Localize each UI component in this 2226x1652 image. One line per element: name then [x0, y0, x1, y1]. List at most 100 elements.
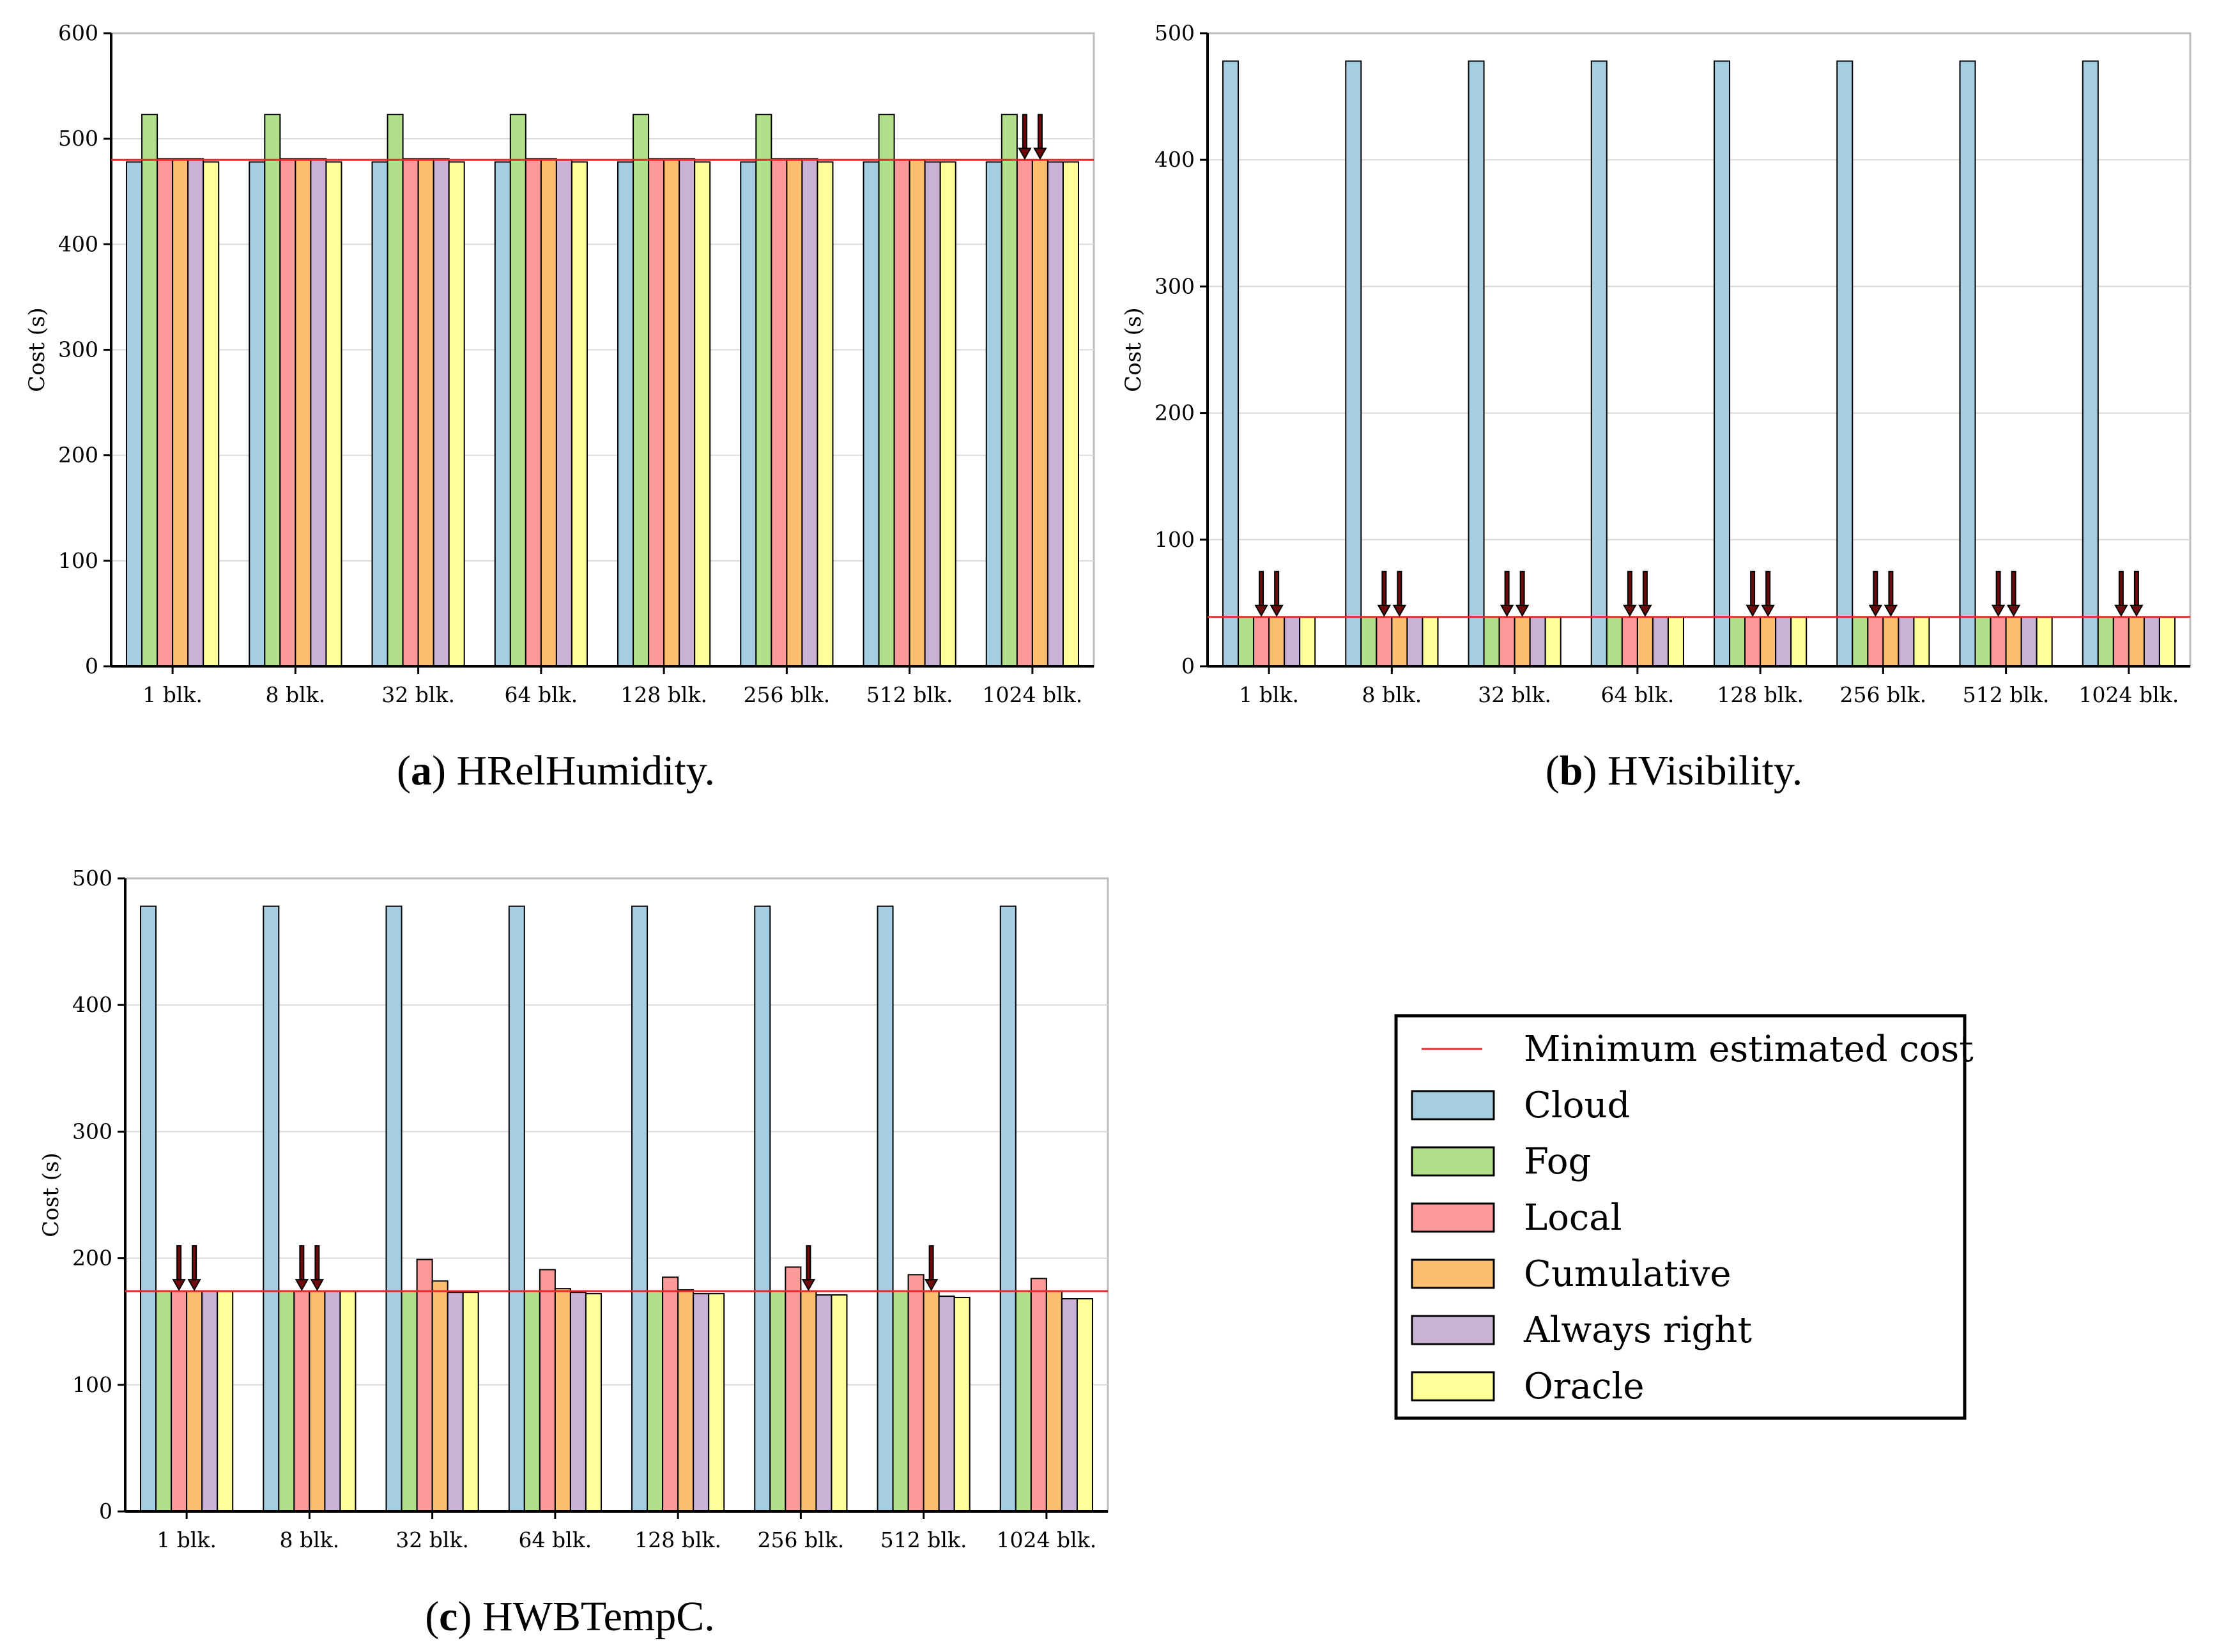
bar-always-right — [1652, 616, 1669, 668]
bar-fog — [892, 1290, 909, 1512]
bar-oracle — [939, 161, 956, 667]
bar-fog — [769, 1290, 787, 1512]
bar-oracle — [1422, 616, 1439, 668]
y-tick-label: 0 — [1181, 654, 1195, 678]
x-tick-label: 64 blk. — [1601, 682, 1675, 707]
bar-cumulative — [1391, 616, 1408, 668]
bar-local — [1376, 616, 1393, 668]
x-tick-label: 128 blk. — [1717, 682, 1804, 707]
caption: (a) HRelHumidity. — [397, 747, 715, 794]
bar-always-right — [679, 158, 696, 667]
bar-fog — [141, 114, 158, 667]
bar-cloud — [140, 905, 157, 1512]
arrow-head — [1623, 604, 1637, 617]
plot-frame — [1206, 32, 2191, 668]
legend-swatch — [1411, 1315, 1495, 1345]
bar-cloud — [999, 905, 1017, 1512]
arrow-head — [801, 1279, 816, 1292]
bar-local — [785, 1266, 802, 1512]
bar-fog — [1001, 114, 1018, 667]
bar-oracle — [708, 1293, 725, 1512]
y-axis-title: Cost (s) — [38, 1152, 64, 1237]
x-tick-label: 512 blk. — [880, 1527, 967, 1552]
x-tick-label: 64 blk. — [519, 1527, 592, 1552]
bar-oracle — [339, 1290, 357, 1512]
bar-cloud — [2082, 60, 2099, 667]
bar-cloud — [385, 905, 403, 1512]
bar-always-right — [2143, 616, 2160, 668]
bar-cumulative — [554, 1288, 571, 1512]
bar-fog — [878, 114, 895, 667]
bar-local — [157, 158, 174, 667]
arrow-head — [1377, 604, 1392, 617]
arrow-head — [1868, 604, 1883, 617]
bar-local — [2112, 616, 2130, 668]
bar-always-right — [1061, 1298, 1078, 1513]
bar-oracle — [448, 161, 465, 667]
legend-label: Always right — [1523, 1310, 1752, 1351]
bar-always-right — [1529, 616, 1546, 668]
chart-c: 0 100 200 300 400 500 Cost (s) 1 blk. 8 blk. 32 b… — [38, 866, 1109, 1640]
x-tick-label: 8 blk. — [266, 682, 326, 707]
x-tick-label: 1 blk. — [157, 1527, 217, 1552]
bar-cloud — [1959, 60, 1976, 667]
bar-cloud — [1468, 60, 1485, 667]
legend-swatch — [1411, 1258, 1495, 1289]
bar-cumulative — [1045, 1290, 1063, 1512]
arrow-head — [1638, 604, 1652, 617]
bar-fog — [633, 114, 650, 667]
bar-cloud — [985, 161, 1002, 667]
bar-cloud — [371, 161, 388, 667]
bar-always-right — [569, 1292, 587, 1512]
legend-label: Cloud — [1524, 1085, 1630, 1126]
bar-fog — [509, 114, 526, 667]
y-tick-label: 600 — [58, 20, 98, 45]
arrow-head — [295, 1279, 309, 1292]
bar-oracle — [2036, 616, 2053, 668]
bar-cumulative — [786, 158, 803, 667]
arrow-head — [1254, 604, 1268, 617]
bar-cloud — [1345, 60, 1362, 667]
bar-oracle — [203, 161, 220, 667]
x-tick-label: 1024 blk. — [983, 682, 1083, 707]
bar-local — [1744, 616, 1762, 668]
y-tick-label: 300 — [72, 1119, 112, 1143]
y-tick-label: 500 — [72, 866, 112, 891]
arrow-head — [1033, 148, 1047, 160]
bar-local — [402, 158, 419, 667]
bar-cumulative — [1882, 616, 1900, 668]
bar-fog — [755, 114, 772, 667]
caption: (b) HVisibility. — [1546, 747, 1802, 794]
bar-local — [907, 1274, 925, 1512]
legend-swatch — [1411, 1090, 1495, 1120]
bar-cloud — [863, 161, 880, 667]
bar-cumulative — [309, 1290, 326, 1512]
bar-cumulative — [663, 158, 680, 667]
bar-cumulative — [677, 1289, 695, 1513]
x-tick-label: 1 blk. — [1239, 682, 1299, 707]
bar-fog — [647, 1290, 664, 1512]
legend-swatch — [1411, 1146, 1495, 1177]
bar-local — [1990, 616, 2007, 668]
y-tick-label: 100 — [1155, 527, 1195, 552]
x-tick-label: 64 blk. — [505, 682, 578, 707]
bar-cloud — [263, 905, 280, 1512]
bar-oracle — [953, 1297, 971, 1512]
bar-always-right — [1284, 616, 1301, 668]
x-tick-label: 256 blk. — [758, 1527, 845, 1552]
bar-local — [416, 1258, 433, 1513]
arrow-head — [1746, 604, 1760, 617]
bar-local — [171, 1290, 188, 1512]
legend-label: Local — [1524, 1197, 1622, 1239]
bar-oracle — [1790, 616, 1808, 668]
bar-cumulative — [1268, 616, 1286, 668]
x-tick-label: 128 blk. — [620, 682, 707, 707]
bar-oracle — [694, 161, 711, 667]
bar-oracle — [1544, 616, 1562, 668]
bar-fog — [278, 1290, 295, 1512]
arrow-head — [1761, 604, 1775, 617]
bar-cloud — [508, 905, 525, 1512]
y-tick-label: 100 — [58, 548, 98, 573]
bar-cloud — [126, 161, 143, 667]
